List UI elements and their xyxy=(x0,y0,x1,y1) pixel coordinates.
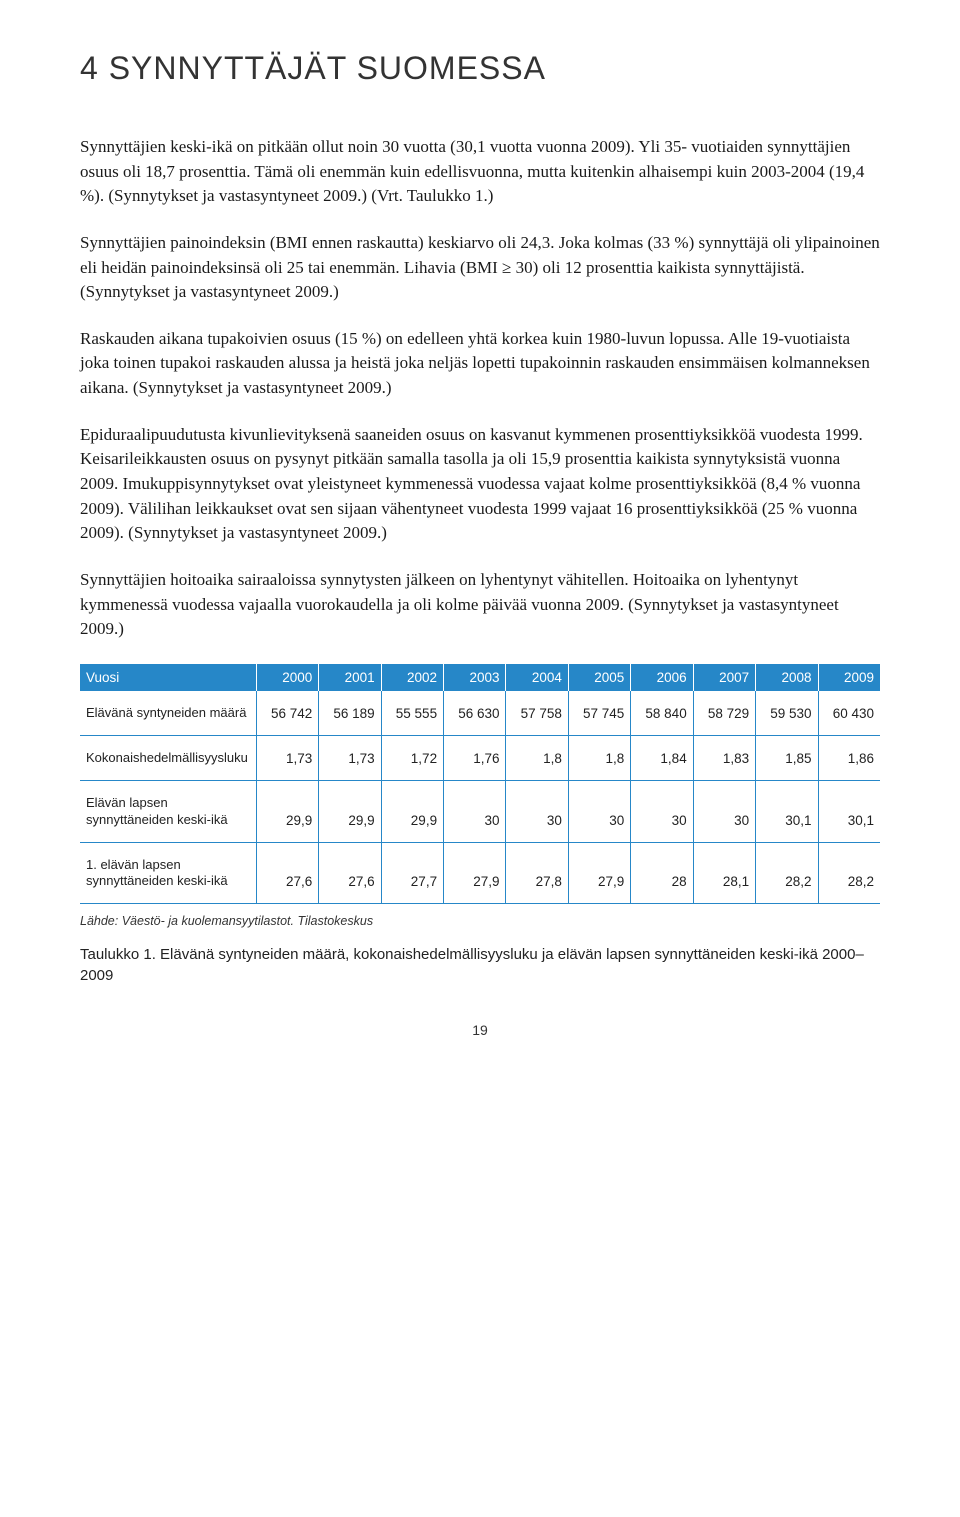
table-cell: 27,6 xyxy=(319,842,381,904)
table-cell: 30 xyxy=(444,781,506,843)
table-cell: 27,6 xyxy=(256,842,318,904)
table-cell: 28 xyxy=(631,842,693,904)
table-cell: 29,9 xyxy=(381,781,443,843)
table-cell: 30 xyxy=(631,781,693,843)
table-cell: 27,9 xyxy=(444,842,506,904)
table-cell: 57 745 xyxy=(568,691,630,736)
data-table-container: Vuosi 2000 2001 2002 2003 2004 2005 2006… xyxy=(80,664,880,905)
table-row: Elävän lapsen synnyttäneiden keski-ikä 2… xyxy=(80,781,880,843)
table-row: Elävänä syntyneiden määrä 56 742 56 189 … xyxy=(80,691,880,736)
data-table: Vuosi 2000 2001 2002 2003 2004 2005 2006… xyxy=(80,664,880,905)
table-header-cell: 2006 xyxy=(631,664,693,691)
table-cell: 30 xyxy=(568,781,630,843)
table-cell: 58 840 xyxy=(631,691,693,736)
table-caption: Taulukko 1. Elävänä syntyneiden määrä, k… xyxy=(80,944,880,986)
table-cell: 57 758 xyxy=(506,691,568,736)
paragraph: Raskauden aikana tupakoivien osuus (15 %… xyxy=(80,327,880,401)
table-cell: 28,1 xyxy=(693,842,755,904)
table-cell: 1,76 xyxy=(444,736,506,781)
table-cell: 30 xyxy=(506,781,568,843)
table-row: 1. elävän lapsen synnyttäneiden keski-ik… xyxy=(80,842,880,904)
table-cell: 30,1 xyxy=(818,781,880,843)
table-header-cell: 2003 xyxy=(444,664,506,691)
table-cell: 58 729 xyxy=(693,691,755,736)
table-header-cell: 2008 xyxy=(756,664,818,691)
table-cell: 29,9 xyxy=(256,781,318,843)
table-cell: 1,73 xyxy=(256,736,318,781)
table-row: Kokonaishedelmällisyysluku 1,73 1,73 1,7… xyxy=(80,736,880,781)
table-source: Lähde: Väestö- ja kuolemansyytilastot. T… xyxy=(80,914,880,928)
table-cell: 30 xyxy=(693,781,755,843)
table-cell: 59 530 xyxy=(756,691,818,736)
table-header-cell: 2002 xyxy=(381,664,443,691)
table-header-cell: 2009 xyxy=(818,664,880,691)
table-cell: 1,8 xyxy=(506,736,568,781)
table-cell: 30,1 xyxy=(756,781,818,843)
table-header-cell: 2001 xyxy=(319,664,381,691)
table-cell: 1,8 xyxy=(568,736,630,781)
table-cell: 27,9 xyxy=(568,842,630,904)
paragraph: Synnyttäjien painoindeksin (BMI ennen ra… xyxy=(80,231,880,305)
table-cell: Elävän lapsen synnyttäneiden keski-ikä xyxy=(80,781,256,843)
table-cell: 1,84 xyxy=(631,736,693,781)
table-header-row: Vuosi 2000 2001 2002 2003 2004 2005 2006… xyxy=(80,664,880,691)
table-cell: 1,85 xyxy=(756,736,818,781)
table-cell: 28,2 xyxy=(818,842,880,904)
table-header-cell: 2004 xyxy=(506,664,568,691)
table-header-cell: 2000 xyxy=(256,664,318,691)
table-cell: 1,86 xyxy=(818,736,880,781)
table-cell: 1,83 xyxy=(693,736,755,781)
page-heading: 4 SYNNYTTÄJÄT SUOMESSA xyxy=(80,50,880,87)
table-cell: Kokonaishedelmällisyysluku xyxy=(80,736,256,781)
paragraph: Synnyttäjien keski-ikä on pitkään ollut … xyxy=(80,135,880,209)
table-cell: 56 630 xyxy=(444,691,506,736)
table-cell: 28,2 xyxy=(756,842,818,904)
page-number: 19 xyxy=(80,1022,880,1038)
table-cell: 60 430 xyxy=(818,691,880,736)
table-cell: 1,72 xyxy=(381,736,443,781)
table-cell: 1,73 xyxy=(319,736,381,781)
table-header-cell: 2007 xyxy=(693,664,755,691)
table-cell: 29,9 xyxy=(319,781,381,843)
table-cell: 56 189 xyxy=(319,691,381,736)
table-cell: 27,7 xyxy=(381,842,443,904)
table-cell: 27,8 xyxy=(506,842,568,904)
table-cell: 55 555 xyxy=(381,691,443,736)
table-cell: 56 742 xyxy=(256,691,318,736)
table-header-cell: Vuosi xyxy=(80,664,256,691)
paragraph: Epiduraalipuudutusta kivunlievityksenä s… xyxy=(80,423,880,546)
table-header-cell: 2005 xyxy=(568,664,630,691)
paragraph: Synnyttäjien hoitoaika sairaaloissa synn… xyxy=(80,568,880,642)
table-cell: 1. elävän lapsen synnyttäneiden keski-ik… xyxy=(80,842,256,904)
table-cell: Elävänä syntyneiden määrä xyxy=(80,691,256,736)
